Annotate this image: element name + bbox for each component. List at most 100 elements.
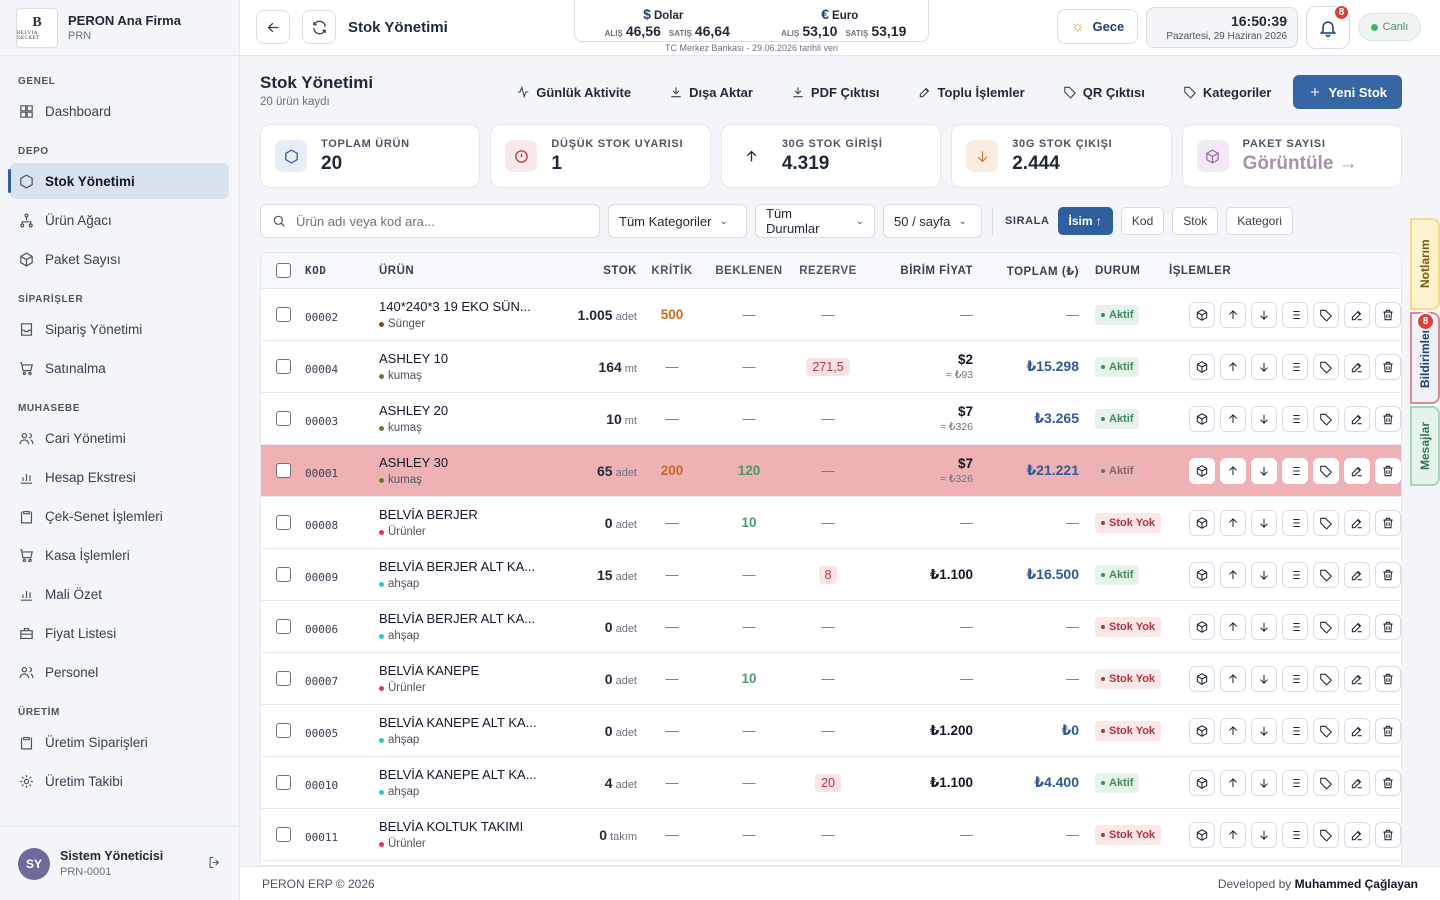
edit-button[interactable] — [1344, 509, 1370, 536]
product-name[interactable]: BELVİA KANEPE — [379, 663, 480, 678]
delete-button[interactable] — [1375, 717, 1401, 744]
label-button[interactable] — [1313, 353, 1339, 380]
delete-button[interactable] — [1375, 405, 1401, 432]
movements-button[interactable] — [1282, 769, 1308, 796]
sidebar-item-uretim-takibi[interactable]: Üretim Takibi — [10, 763, 229, 799]
label-button[interactable] — [1313, 665, 1339, 692]
stock-in-button[interactable] — [1220, 301, 1246, 328]
back-button[interactable] — [256, 10, 290, 44]
delete-button[interactable] — [1375, 821, 1401, 848]
status-select[interactable]: Tüm Durumlar ⌄ — [755, 204, 875, 238]
stock-in-button[interactable] — [1220, 457, 1246, 484]
sort-code-button[interactable]: Kod — [1120, 207, 1165, 235]
movements-button[interactable] — [1282, 613, 1308, 640]
package-button[interactable] — [1189, 665, 1215, 692]
sidebar-item-paket-sayisi[interactable]: Paket Sayısı — [10, 241, 229, 277]
row-checkbox[interactable] — [275, 515, 291, 530]
product-name[interactable]: ASHLEY 30 — [379, 455, 449, 470]
package-button[interactable] — [1189, 821, 1215, 848]
stock-out-button[interactable] — [1251, 405, 1277, 432]
package-button[interactable] — [1189, 769, 1215, 796]
sidebar-item-uretim-siparisleri[interactable]: Üretim Siparişleri — [10, 724, 229, 760]
delete-button[interactable] — [1375, 561, 1401, 588]
stock-in-button[interactable] — [1220, 769, 1246, 796]
product-name[interactable]: BELVİA KANEPE ALT KA... — [379, 767, 537, 782]
movements-button[interactable] — [1282, 821, 1308, 848]
sidebar-item-fiyat-listesi[interactable]: Fiyat Listesi — [10, 615, 229, 651]
new-stock-button[interactable]: Yeni Stok — [1293, 75, 1402, 109]
stock-out-button[interactable] — [1251, 457, 1277, 484]
edit-button[interactable] — [1344, 561, 1370, 588]
table-row[interactable]: 00008 BELVİA BERJER Ürünler 0 adet — 10 —… — [261, 497, 1401, 549]
delete-button[interactable] — [1375, 613, 1401, 640]
package-button[interactable] — [1189, 457, 1215, 484]
label-button[interactable] — [1313, 821, 1339, 848]
product-name[interactable]: 140*240*3 19 EKO SÜN... — [379, 299, 531, 314]
stock-in-button[interactable] — [1220, 353, 1246, 380]
search-input[interactable]: Ürün adı veya kod ara... — [260, 204, 600, 238]
movements-button[interactable] — [1282, 457, 1308, 484]
label-button[interactable] — [1313, 613, 1339, 640]
notifications-tab[interactable]: Bildirimler 8 — [1410, 312, 1440, 404]
movements-button[interactable] — [1282, 665, 1308, 692]
avatar[interactable]: SY — [18, 847, 50, 880]
table-row[interactable]: 00006 BELVİA BERJER ALT KA... ahşap 0 ade… — [261, 601, 1401, 653]
delete-button[interactable] — [1375, 301, 1401, 328]
stock-out-button[interactable] — [1251, 509, 1277, 536]
sidebar-item-personel[interactable]: Personel — [10, 654, 229, 690]
stock-in-button[interactable] — [1220, 405, 1246, 432]
category-select[interactable]: Tüm Kategoriler ⌄ — [608, 204, 747, 238]
view-packages-link[interactable]: Görüntüle → — [1242, 152, 1358, 174]
sort-name-button[interactable]: İsim ↑ — [1057, 207, 1113, 235]
sidebar-item-mali-ozet[interactable]: Mali Özet — [10, 576, 229, 612]
label-button[interactable] — [1313, 457, 1339, 484]
stock-out-button[interactable] — [1251, 353, 1277, 380]
notifications-button[interactable]: 8 — [1306, 4, 1350, 49]
product-name[interactable]: BELVİA BERJER ALT KA... — [379, 611, 536, 626]
table-row[interactable]: 00010 BELVİA KANEPE ALT KA... ahşap 4 ade… — [261, 757, 1401, 809]
sidebar-item-cari-yonetimi[interactable]: Cari Yönetimi — [10, 420, 229, 456]
table-row[interactable]: 00001 ASHLEY 30 kumaş 65 adet 200 120 — $… — [261, 445, 1401, 497]
label-button[interactable] — [1313, 301, 1339, 328]
edit-button[interactable] — [1344, 353, 1370, 380]
table-row[interactable]: 00003 ASHLEY 20 kumaş 10 mt — — — $7 ≈ ₺32… — [261, 393, 1401, 445]
bulk-actions-button[interactable]: Toplu İşlemler — [918, 85, 1025, 100]
label-button[interactable] — [1313, 769, 1339, 796]
package-button[interactable] — [1189, 717, 1215, 744]
edit-button[interactable] — [1344, 717, 1370, 744]
movements-button[interactable] — [1282, 301, 1308, 328]
edit-button[interactable] — [1344, 821, 1370, 848]
label-button[interactable] — [1313, 509, 1339, 536]
row-checkbox[interactable] — [275, 671, 291, 686]
row-checkbox[interactable] — [275, 567, 291, 582]
movements-button[interactable] — [1282, 561, 1308, 588]
product-name[interactable]: BELVİA KANEPE ALT KA... — [379, 715, 537, 730]
package-button[interactable] — [1189, 561, 1215, 588]
product-name[interactable]: ASHLEY 20 — [379, 403, 449, 418]
package-button[interactable] — [1189, 613, 1215, 640]
table-row[interactable]: 00004 ASHLEY 10 kumaş 164 mt — — 271,5 $2… — [261, 341, 1401, 393]
row-checkbox[interactable] — [275, 411, 291, 426]
qr-button[interactable]: QR Çıktısı — [1063, 85, 1145, 100]
row-checkbox[interactable] — [275, 619, 291, 634]
sort-stock-button[interactable]: Stok — [1172, 207, 1219, 235]
notes-tab[interactable]: Notlarım — [1410, 218, 1440, 310]
per-page-select[interactable]: 50 / sayfa ⌄ — [883, 204, 982, 238]
delete-button[interactable] — [1375, 509, 1401, 536]
label-button[interactable] — [1313, 561, 1339, 588]
stock-in-button[interactable] — [1220, 717, 1246, 744]
package-button[interactable] — [1189, 509, 1215, 536]
package-button[interactable] — [1189, 353, 1215, 380]
delete-button[interactable] — [1375, 353, 1401, 380]
row-checkbox[interactable] — [275, 359, 291, 374]
edit-button[interactable] — [1344, 301, 1370, 328]
categories-button[interactable]: Kategoriler — [1183, 85, 1271, 100]
row-checkbox[interactable] — [275, 463, 291, 478]
stock-in-button[interactable] — [1220, 509, 1246, 536]
row-checkbox[interactable] — [275, 723, 291, 738]
row-checkbox[interactable] — [275, 307, 291, 322]
stock-in-button[interactable] — [1220, 665, 1246, 692]
logout-icon[interactable] — [207, 855, 222, 873]
label-button[interactable] — [1313, 717, 1339, 744]
package-button[interactable] — [1189, 405, 1215, 432]
